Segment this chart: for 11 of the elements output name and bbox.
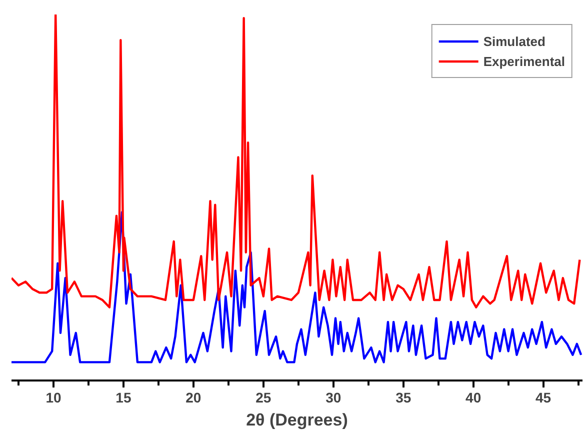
legend-label: Simulated (483, 34, 546, 48)
x-tick-label: 10 (46, 390, 62, 406)
x-tick-label: 15 (116, 390, 132, 406)
x-axis-title: 2θ (Degrees) (246, 410, 348, 430)
x-tick-label: 30 (326, 390, 342, 406)
x-tick-label: 20 (186, 390, 202, 406)
x-tick-label: 40 (466, 390, 482, 406)
x-tick-label: 35 (396, 390, 412, 406)
legend-label: Experimental (483, 54, 565, 68)
x-tick-label: 25 (256, 390, 272, 406)
x-tick-label: 45 (536, 390, 552, 406)
